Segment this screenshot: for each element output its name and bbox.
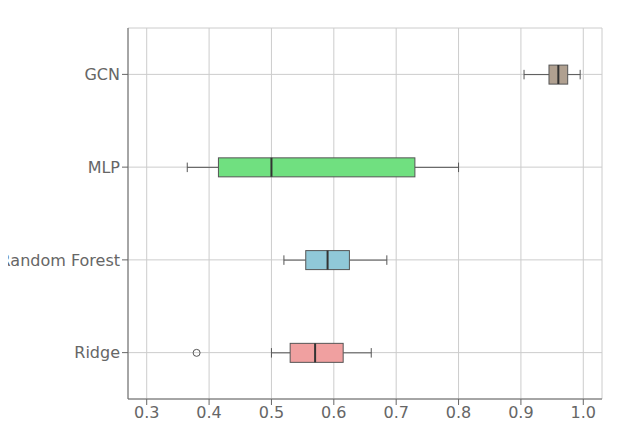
svg-text:0.4: 0.4 bbox=[196, 403, 221, 422]
svg-text:0.9: 0.9 bbox=[508, 403, 533, 422]
svg-text:1.0: 1.0 bbox=[571, 403, 596, 422]
svg-text:GCN: GCN bbox=[84, 65, 120, 84]
svg-text:0.5: 0.5 bbox=[259, 403, 284, 422]
svg-text:0.7: 0.7 bbox=[383, 403, 408, 422]
svg-text:0.8: 0.8 bbox=[446, 403, 471, 422]
svg-text:MLP: MLP bbox=[88, 158, 121, 177]
svg-text:Ridge: Ridge bbox=[74, 343, 120, 362]
svg-text:0.6: 0.6 bbox=[321, 403, 346, 422]
svg-text:0.3: 0.3 bbox=[134, 403, 159, 422]
svg-text:Random Forest: Random Forest bbox=[8, 251, 120, 270]
